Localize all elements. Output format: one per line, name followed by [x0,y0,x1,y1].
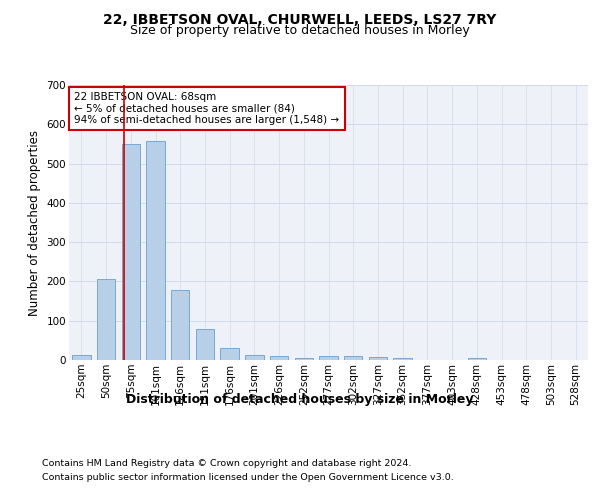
Text: 22, IBBETSON OVAL, CHURWELL, LEEDS, LS27 7RY: 22, IBBETSON OVAL, CHURWELL, LEEDS, LS27… [103,12,497,26]
Bar [220,348,239,360]
Text: Size of property relative to detached houses in Morley: Size of property relative to detached ho… [130,24,470,37]
Bar [72,355,91,360]
Bar [171,290,190,360]
Bar [270,356,289,360]
Bar [97,280,115,360]
Bar [368,357,387,360]
Bar [344,356,362,360]
Y-axis label: Number of detached properties: Number of detached properties [28,130,41,316]
Bar [295,358,313,360]
Text: 22 IBBETSON OVAL: 68sqm
← 5% of detached houses are smaller (84)
94% of semi-det: 22 IBBETSON OVAL: 68sqm ← 5% of detached… [74,92,340,125]
Bar [394,358,412,360]
Text: Distribution of detached houses by size in Morley: Distribution of detached houses by size … [126,392,474,406]
Bar [467,358,486,360]
Bar [196,330,214,360]
Text: Contains public sector information licensed under the Open Government Licence v3: Contains public sector information licen… [42,472,454,482]
Bar [146,141,165,360]
Bar [245,355,263,360]
Text: Contains HM Land Registry data © Crown copyright and database right 2024.: Contains HM Land Registry data © Crown c… [42,459,412,468]
Bar [319,356,338,360]
Bar [122,144,140,360]
